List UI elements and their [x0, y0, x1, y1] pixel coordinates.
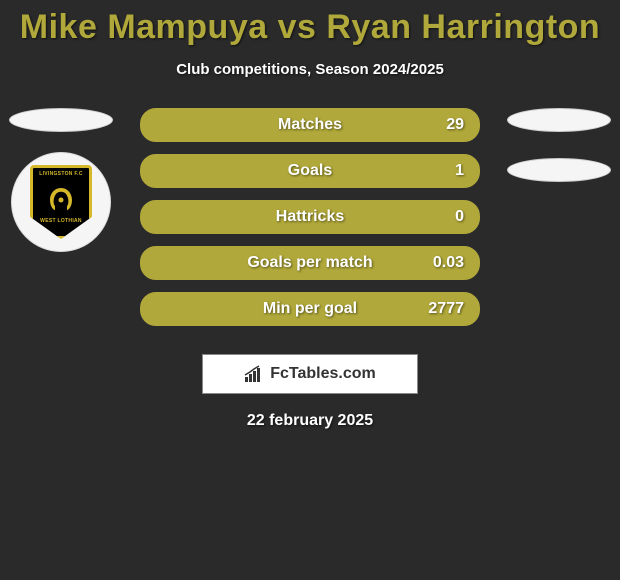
player-left-ellipse	[9, 108, 113, 132]
player-right-ellipse-2	[507, 158, 611, 182]
stat-label: Goals	[288, 162, 332, 180]
stat-value: 2777	[428, 300, 464, 318]
subtitle: Club competitions, Season 2024/2025	[0, 61, 620, 78]
club-badge-left: LIVINGSTON F.C WEST LOTHIAN	[11, 152, 111, 252]
brand-box: FcTables.com	[202, 354, 418, 394]
stat-value: 1	[455, 162, 464, 180]
stat-value: 0.03	[433, 254, 464, 272]
bar-chart-icon	[244, 365, 266, 383]
page-title: Mike Mampuya vs Ryan Harrington	[0, 0, 620, 47]
stat-label: Goals per match	[247, 254, 372, 272]
stat-label: Matches	[278, 116, 342, 134]
stat-row-matches: Matches 29	[140, 108, 480, 142]
shield-top-text: LIVINGSTON F.C	[33, 171, 89, 177]
stat-row-hattricks: Hattricks 0	[140, 200, 480, 234]
stat-value: 0	[455, 208, 464, 226]
stat-row-goals: Goals 1	[140, 154, 480, 188]
stat-label: Hattricks	[276, 208, 344, 226]
date-text: 22 february 2025	[0, 412, 620, 430]
stat-value: 29	[446, 116, 464, 134]
right-player-column	[504, 108, 614, 182]
player-right-ellipse-1	[507, 108, 611, 132]
horseshoe-icon	[46, 186, 76, 214]
brand-text: FcTables.com	[270, 365, 376, 383]
shield-bottom-text: WEST LOTHIAN	[33, 218, 89, 224]
stat-label: Min per goal	[263, 300, 357, 318]
content-area: LIVINGSTON F.C WEST LOTHIAN Matches 29 G…	[0, 108, 620, 430]
stat-row-goals-per-match: Goals per match 0.03	[140, 246, 480, 280]
stat-row-min-per-goal: Min per goal 2777	[140, 292, 480, 326]
left-player-column: LIVINGSTON F.C WEST LOTHIAN	[6, 108, 116, 252]
stats-container: Matches 29 Goals 1 Hattricks 0 Goals per…	[140, 108, 480, 326]
shield-icon: LIVINGSTON F.C WEST LOTHIAN	[30, 165, 92, 239]
